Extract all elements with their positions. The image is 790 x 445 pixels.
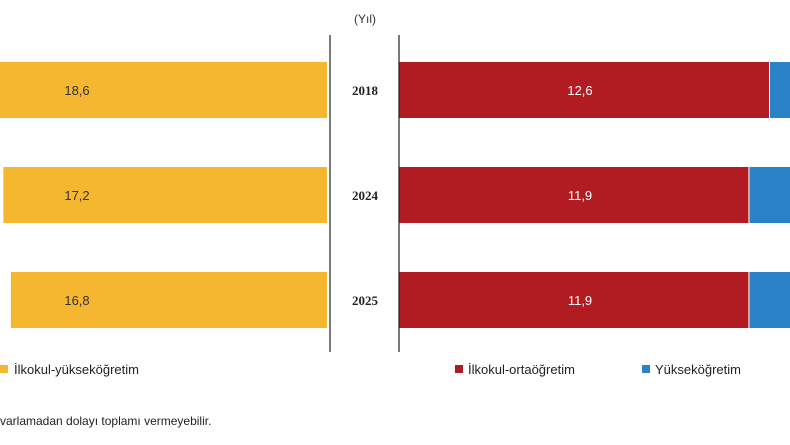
left-bar-2025	[10, 272, 327, 328]
left-bar-2018	[0, 62, 327, 118]
right-bar-value-2024: 11,9	[568, 188, 592, 203]
legend-label-yuksekogretim: Yükseköğretim	[655, 362, 741, 377]
right-bar-ilkokul-ortaogretim-2018	[399, 62, 769, 118]
right-bar-yuksekogretim-2018	[770, 62, 790, 118]
right-bar-value-2018: 12,6	[567, 83, 592, 98]
left-bar-2024	[3, 167, 328, 223]
legend-swatch-ilkokul-ortaogretim	[455, 365, 463, 373]
right-bar-yuksekogretim-2024	[749, 167, 790, 223]
left-bars: 18,6 17,2 16,8	[0, 62, 328, 328]
year-labels: 2018 2024 2025	[352, 83, 379, 308]
right-bar-value-2025: 11,9	[568, 293, 592, 308]
right-bar-yuksekogretim-2025	[749, 272, 790, 328]
legend-swatch-yuksekogretim	[642, 365, 650, 373]
left-bar-value-2025: 16,8	[64, 293, 89, 308]
axis-unit-label: (Yıl)	[354, 12, 376, 26]
legend-label-ilkokul-ortaogretim: İlkokul-ortaöğretim	[468, 362, 575, 377]
left-bar-value-2024: 17,2	[64, 188, 89, 203]
year-label-2018: 2018	[352, 83, 379, 98]
right-bar-ilkokul-ortaogretim-2025	[399, 272, 749, 328]
right-bar-ilkokul-ortaogretim-2024	[399, 167, 749, 223]
footnote: varlamadan dolayı toplamı vermeyebilir.	[0, 414, 212, 428]
left-bar-value-2018: 18,6	[64, 83, 89, 98]
legend-label-ilkokul-yuksekogretim: İlkokul-yükseköğretim	[14, 362, 139, 377]
right-bars: 12,6 11,9 11,9	[399, 62, 790, 328]
year-label-2024: 2024	[352, 188, 379, 203]
legend-swatch-ilkokul-yuksekogretim	[0, 365, 8, 373]
year-label-2025: 2025	[352, 293, 379, 308]
